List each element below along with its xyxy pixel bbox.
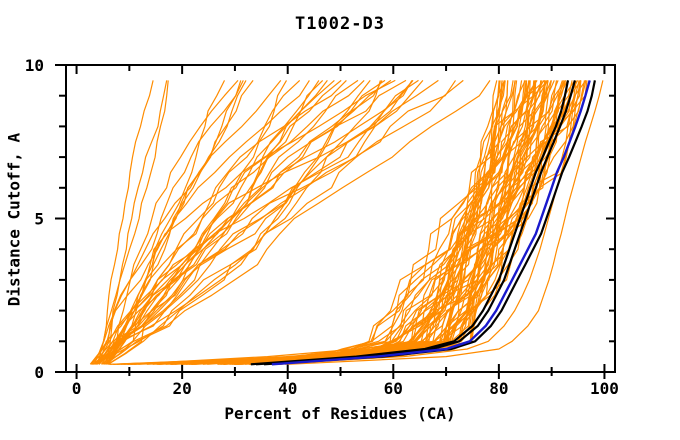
x-tick-label: 20 (173, 379, 192, 398)
server-model-curve (237, 80, 531, 365)
server-model-curve (260, 80, 567, 365)
server-model-curve (96, 79, 407, 365)
server-model-curve (156, 80, 536, 365)
y-tick-label: 10 (25, 56, 44, 75)
server-model-curve (91, 80, 491, 365)
x-tick-label: 0 (72, 379, 82, 398)
server-model-curve (252, 80, 543, 365)
server-model-curve (174, 80, 530, 365)
x-tick-label: 100 (590, 379, 619, 398)
server-model-curve (127, 80, 559, 365)
y-tick-label: 0 (34, 363, 44, 382)
server-model-curve (233, 80, 500, 365)
server-model-curve (223, 80, 530, 365)
server-model-curve (170, 80, 506, 365)
server-model-curve (106, 79, 347, 365)
server-model-curve (106, 80, 381, 365)
server-model-curve (98, 80, 320, 365)
server-model-curve (104, 80, 371, 365)
server-model-curve (92, 80, 414, 365)
best-model-1-curve (250, 80, 570, 366)
server-model-curve (146, 80, 566, 365)
x-tick-label: 40 (278, 379, 297, 398)
server-model-curve (102, 80, 310, 365)
server-model-curve (90, 80, 424, 365)
server-model-curve (249, 80, 588, 365)
server-model-curve (250, 80, 503, 365)
server-model-curve (92, 79, 464, 365)
server-model-curve (98, 80, 247, 365)
server-model-curve (105, 79, 342, 365)
server-model-curve (104, 80, 254, 365)
server-model-curve (257, 80, 582, 365)
server-model-right-outlier-1-curve (287, 80, 604, 365)
server-model-curve (95, 79, 419, 365)
server-model-curve (207, 79, 546, 365)
server-model-curve (130, 80, 523, 365)
server-model-curve (96, 80, 288, 365)
server-model-curve (105, 80, 413, 365)
server-model-curve (107, 79, 335, 365)
server-model-curve (89, 80, 282, 365)
best-model-3-curve (263, 80, 596, 366)
server-model-curve (130, 80, 558, 365)
selected-model-curve (271, 80, 591, 366)
server-model-curve (241, 80, 576, 365)
server-model-curve (98, 79, 301, 365)
server-model-curve (190, 80, 498, 365)
chart-title: T1002-D3 (295, 14, 385, 34)
server-model-curve (191, 80, 516, 365)
server-model-curve (93, 80, 169, 365)
server-model-curve (96, 80, 154, 365)
x-axis-label: Percent of Residues (CA) (224, 404, 456, 423)
x-tick-label: 60 (384, 379, 403, 398)
x-tick-label: 80 (489, 379, 508, 398)
best-model-2-curve (255, 80, 576, 366)
server-model-curve (138, 80, 565, 365)
y-tick-label: 5 (34, 210, 44, 229)
server-model-curve (89, 79, 396, 365)
